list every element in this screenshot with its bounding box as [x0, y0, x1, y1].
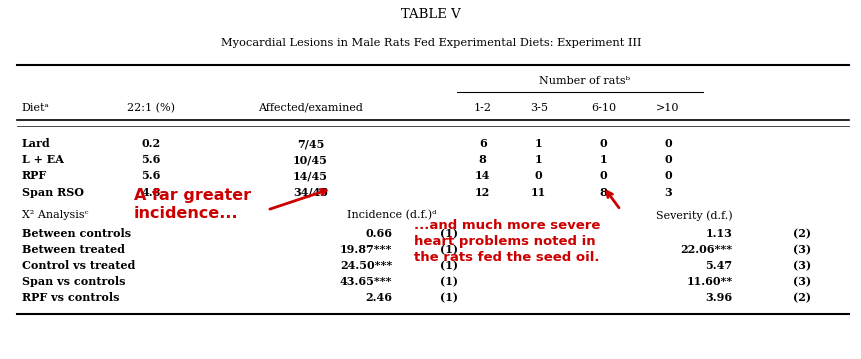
Text: 14/45: 14/45	[293, 171, 327, 181]
Text: Incidence (d.f.)ᵈ: Incidence (d.f.)ᵈ	[347, 210, 437, 220]
Text: 34/45: 34/45	[293, 187, 327, 197]
Text: (3): (3)	[792, 276, 810, 287]
Text: 7/45: 7/45	[296, 138, 324, 149]
Text: (1): (1)	[439, 228, 457, 239]
Text: 22.06***: 22.06***	[680, 244, 732, 255]
Text: L + EA: L + EA	[22, 154, 64, 165]
Text: 6: 6	[479, 138, 486, 149]
Text: Between treated: Between treated	[22, 244, 124, 255]
Text: 6-10: 6-10	[590, 103, 616, 113]
Text: 19.87***: 19.87***	[339, 244, 392, 255]
Text: 24.50***: 24.50***	[339, 260, 392, 271]
Text: 5.6: 5.6	[141, 171, 160, 181]
Text: (3): (3)	[792, 260, 810, 271]
Text: 0: 0	[664, 154, 671, 165]
Text: 11.60**: 11.60**	[685, 276, 732, 287]
Text: Severity (d.f.): Severity (d.f.)	[655, 210, 732, 221]
Text: 1.13: 1.13	[705, 228, 732, 239]
Text: 1: 1	[535, 138, 542, 149]
Text: 0: 0	[599, 171, 606, 181]
Text: 0: 0	[599, 138, 606, 149]
Text: 3.96: 3.96	[705, 293, 732, 303]
Text: 1-2: 1-2	[474, 103, 491, 113]
Text: 5.47: 5.47	[705, 260, 732, 271]
Text: 4.8: 4.8	[141, 187, 160, 197]
Text: (1): (1)	[439, 244, 457, 255]
Text: RPF: RPF	[22, 171, 46, 181]
Text: 8: 8	[599, 187, 606, 197]
Text: X² Analysisᶜ: X² Analysisᶜ	[22, 210, 88, 220]
Text: 3: 3	[664, 187, 671, 197]
Text: 2.46: 2.46	[365, 293, 392, 303]
Text: (2): (2)	[792, 228, 810, 239]
Text: 14: 14	[474, 171, 490, 181]
Text: 0.66: 0.66	[365, 228, 392, 239]
Text: 0: 0	[664, 138, 671, 149]
Text: 11: 11	[530, 187, 546, 197]
Text: Number of ratsᵇ: Number of ratsᵇ	[538, 76, 629, 86]
Text: A far greater
incidence...: A far greater incidence...	[133, 188, 251, 222]
Text: (1): (1)	[439, 293, 457, 303]
Text: RPF vs controls: RPF vs controls	[22, 293, 119, 303]
Text: 0: 0	[664, 171, 671, 181]
Text: (1): (1)	[439, 260, 457, 271]
Text: 12: 12	[474, 187, 490, 197]
Text: (3): (3)	[792, 244, 810, 255]
Text: 0.2: 0.2	[141, 138, 160, 149]
Text: (1): (1)	[439, 276, 457, 287]
Text: Lard: Lard	[22, 138, 50, 149]
Text: 1: 1	[599, 154, 606, 165]
Text: 22:1 (%): 22:1 (%)	[127, 103, 175, 113]
Text: Dietᵃ: Dietᵃ	[22, 103, 49, 113]
Text: Between controls: Between controls	[22, 228, 131, 239]
Text: (2): (2)	[792, 293, 810, 303]
Text: TABLE V: TABLE V	[400, 8, 461, 21]
Text: Myocardial Lesions in Male Rats Fed Experimental Diets: Experiment III: Myocardial Lesions in Male Rats Fed Expe…	[220, 38, 641, 48]
Text: 10/45: 10/45	[293, 154, 327, 165]
Text: >10: >10	[655, 103, 679, 113]
Text: 5.6: 5.6	[141, 154, 160, 165]
Text: Control vs treated: Control vs treated	[22, 260, 135, 271]
Text: 1: 1	[535, 154, 542, 165]
Text: ...and much more severe
heart problems noted in
the rats fed the seed oil.: ...and much more severe heart problems n…	[413, 219, 599, 264]
Text: 43.65***: 43.65***	[339, 276, 392, 287]
Text: 0: 0	[535, 171, 542, 181]
Text: Span vs controls: Span vs controls	[22, 276, 125, 287]
Text: 8: 8	[479, 154, 486, 165]
Text: Span RSO: Span RSO	[22, 187, 84, 197]
Text: Affected/examined: Affected/examined	[257, 103, 362, 113]
Text: 3-5: 3-5	[530, 103, 547, 113]
